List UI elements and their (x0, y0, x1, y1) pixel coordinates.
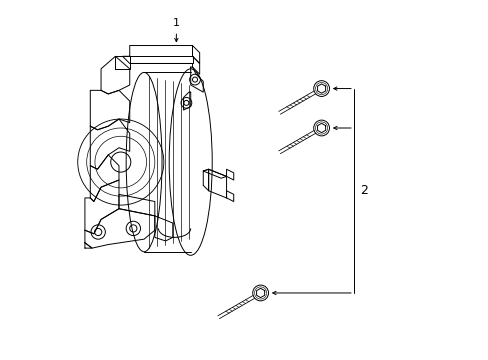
Circle shape (252, 285, 268, 301)
Circle shape (313, 120, 329, 136)
Text: 2: 2 (360, 184, 367, 197)
Polygon shape (317, 123, 325, 133)
Polygon shape (256, 288, 264, 298)
Circle shape (313, 81, 329, 96)
Text: 1: 1 (173, 18, 180, 28)
Polygon shape (317, 84, 325, 93)
